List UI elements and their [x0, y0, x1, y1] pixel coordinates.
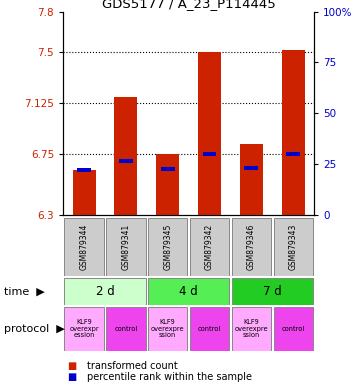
Text: protocol  ▶: protocol ▶	[4, 324, 64, 334]
Bar	[114, 97, 138, 215]
Bar	[198, 52, 221, 215]
Text: KLF9
overexpr
ession: KLF9 overexpr ession	[69, 319, 99, 338]
Bar	[64, 218, 104, 276]
Bar	[274, 218, 313, 276]
Text: GSM879343: GSM879343	[289, 223, 298, 270]
Bar	[274, 306, 313, 351]
Bar	[240, 144, 263, 215]
Bar	[232, 218, 271, 276]
Bar	[106, 306, 145, 351]
Bar	[148, 278, 229, 305]
Title: GDS5177 / A_23_P114445: GDS5177 / A_23_P114445	[102, 0, 275, 10]
Bar	[73, 170, 96, 215]
Bar	[148, 218, 187, 276]
Bar	[232, 278, 313, 305]
Text: time  ▶: time ▶	[4, 286, 44, 296]
Text: transformed count: transformed count	[87, 361, 177, 371]
Bar	[190, 218, 229, 276]
Text: 4 d: 4 d	[179, 285, 198, 298]
Bar	[190, 306, 229, 351]
Text: control: control	[114, 326, 138, 332]
Text: GSM879346: GSM879346	[247, 223, 256, 270]
Text: GSM879344: GSM879344	[79, 223, 88, 270]
Text: 7 d: 7 d	[263, 285, 282, 298]
Bar	[161, 167, 175, 171]
Bar	[156, 154, 179, 215]
Bar	[282, 50, 305, 215]
Bar	[106, 218, 145, 276]
Bar	[119, 159, 133, 163]
Text: GSM879345: GSM879345	[163, 223, 172, 270]
Bar	[232, 306, 271, 351]
Bar	[64, 278, 145, 305]
Text: 2 d: 2 d	[96, 285, 114, 298]
Bar	[148, 306, 187, 351]
Text: KLF9
overexpre
ssion: KLF9 overexpre ssion	[151, 319, 184, 338]
Text: control: control	[282, 326, 305, 332]
Text: KLF9
overexpre
ssion: KLF9 overexpre ssion	[235, 319, 268, 338]
Bar	[244, 166, 258, 170]
Text: GSM879342: GSM879342	[205, 223, 214, 270]
Text: percentile rank within the sample: percentile rank within the sample	[87, 372, 252, 382]
Bar	[203, 152, 217, 156]
Text: GSM879341: GSM879341	[121, 223, 130, 270]
Text: ■: ■	[67, 361, 76, 371]
Bar	[64, 306, 104, 351]
Bar	[77, 167, 91, 172]
Text: control: control	[198, 326, 221, 332]
Text: ■: ■	[67, 372, 76, 382]
Bar	[286, 152, 300, 156]
